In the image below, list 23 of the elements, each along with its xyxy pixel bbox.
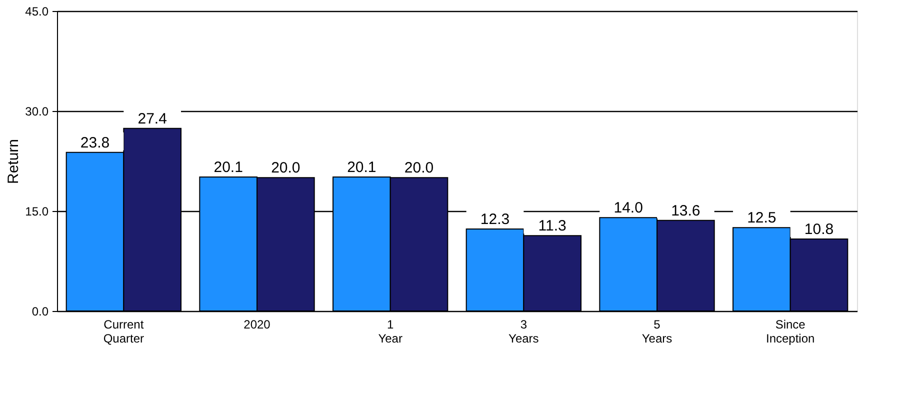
data-label: 20.0 (404, 160, 434, 177)
y-axis-title: Return (5, 138, 22, 184)
data-label: 20.1 (214, 159, 243, 176)
data-label: 10.8 (804, 221, 834, 238)
data-label: 12.5 (747, 210, 776, 227)
x-tick-label: 3 Years (508, 318, 539, 346)
x-tick-label: Current Quarter (103, 318, 144, 346)
y-tick-label: 0.0 (32, 304, 49, 318)
data-label: 27.4 (138, 110, 167, 128)
x-tick-label: 1 Year (378, 318, 402, 346)
data-label: 11.3 (538, 218, 566, 235)
data-label: 13.6 (671, 202, 700, 220)
y-tick-label: 45.0 (25, 4, 49, 18)
data-label: 23.8 (80, 134, 110, 152)
data-label: 20.0 (271, 160, 300, 177)
data-label: 12.3 (480, 211, 510, 228)
y-tick-label: 15.0 (25, 204, 49, 218)
data-label: 20.1 (347, 159, 376, 176)
y-tick-label: 30.0 (25, 104, 49, 118)
x-tick-label: 2020 (244, 318, 271, 332)
x-tick-label: Since Inception (766, 318, 815, 346)
x-tick-label: 5 Years (642, 318, 672, 346)
data-label: 14.0 (614, 200, 643, 217)
